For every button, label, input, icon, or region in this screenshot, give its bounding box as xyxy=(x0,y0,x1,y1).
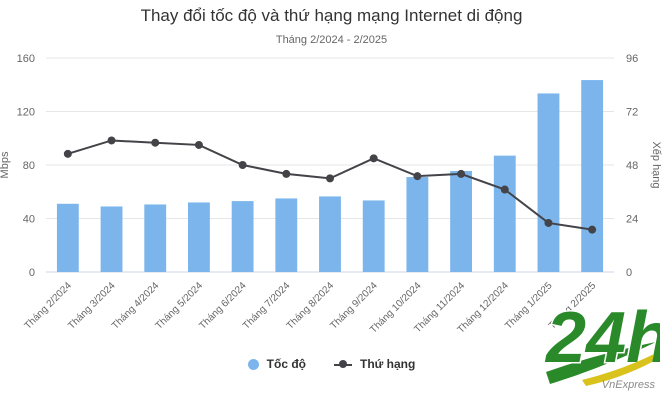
y2-tick-label: 72 xyxy=(626,107,638,119)
y-tick-label: 0 xyxy=(29,267,35,279)
bar xyxy=(100,206,123,272)
bar xyxy=(144,204,167,272)
rank-point xyxy=(369,154,378,163)
rank-point xyxy=(413,172,422,181)
y2-tick-label: 24 xyxy=(626,214,638,226)
legend-line-swatch xyxy=(333,359,352,370)
rank-point xyxy=(282,169,291,178)
rank-point xyxy=(63,149,72,158)
bar xyxy=(581,80,604,272)
chart-title: Thay đổi tốc độ và thứ hạng mạng Interne… xyxy=(140,6,523,25)
rank-point xyxy=(151,138,160,147)
y-tick-label: 160 xyxy=(17,53,35,65)
bar xyxy=(450,171,472,272)
legend-item-rank[interactable]: Thứ hạng xyxy=(333,357,416,371)
rank-point xyxy=(107,136,116,145)
legend-label-speed: Tốc độ xyxy=(266,357,306,371)
y-tick-label: 40 xyxy=(23,214,35,226)
y2-tick-label: 96 xyxy=(626,53,638,65)
y2-axis-title: Xếp hạng xyxy=(650,141,662,188)
bar xyxy=(319,196,341,272)
rank-point xyxy=(588,225,597,234)
legend-bar-swatch xyxy=(247,358,259,370)
legend-item-speed[interactable]: Tốc độ xyxy=(247,357,306,371)
bar xyxy=(493,155,516,272)
chart-subtitle: Tháng 2/2024 - 2/2025 xyxy=(275,34,388,46)
rank-point xyxy=(194,140,203,149)
y2-tick-label: 48 xyxy=(626,160,638,172)
bar xyxy=(406,177,429,272)
y2-tick-label: 0 xyxy=(626,267,632,279)
bar xyxy=(537,93,560,272)
rank-point xyxy=(457,169,466,178)
logo-24h: 24h xyxy=(543,297,660,386)
legend: Tốc độ Thứ hạng xyxy=(0,357,663,371)
y-axis-title: Mbps xyxy=(0,151,11,178)
bar xyxy=(362,200,385,272)
legend-label-rank: Thứ hạng xyxy=(359,357,416,371)
y-tick-label: 120 xyxy=(17,107,35,119)
logo-text: 24h xyxy=(544,298,660,378)
rank-point xyxy=(326,174,334,183)
y-tick-label: 80 xyxy=(23,160,35,172)
source-credit: VnExpress xyxy=(601,379,655,391)
bar xyxy=(275,198,298,272)
bar xyxy=(188,202,210,272)
rank-point xyxy=(544,218,553,227)
rank-point xyxy=(238,161,247,169)
rank-point xyxy=(500,185,509,194)
bar xyxy=(56,203,79,272)
bar xyxy=(231,201,254,272)
